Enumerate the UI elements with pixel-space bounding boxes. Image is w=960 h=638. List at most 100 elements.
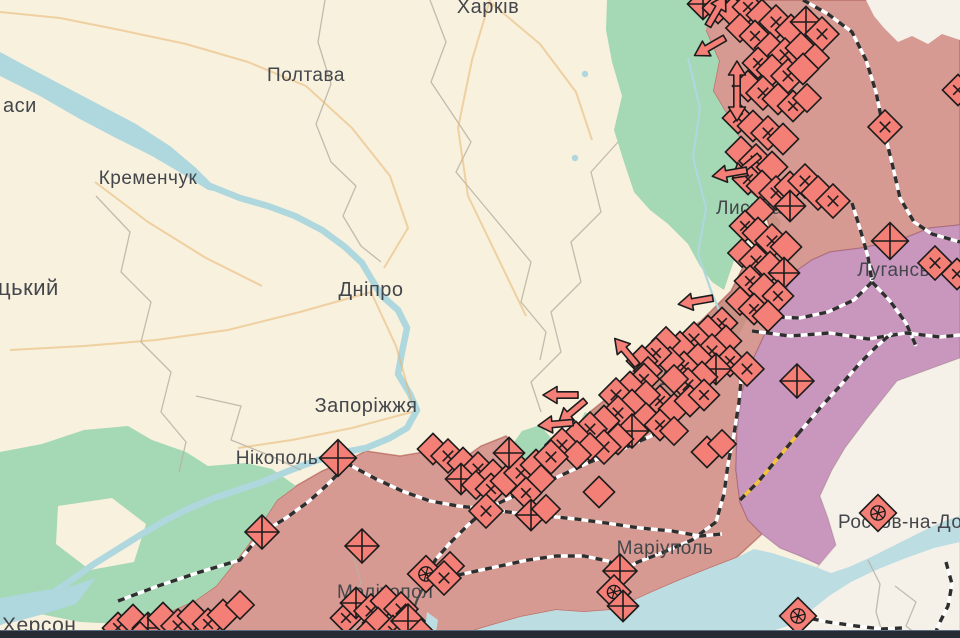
unit-marker[interactable] [530, 493, 562, 525]
unit-marker-shape [951, 268, 960, 280]
unit-marker[interactable] [751, 299, 785, 333]
unit-marker-shape [245, 531, 279, 533]
attack-arrow-shape [711, 164, 749, 184]
unit-marker-shape [766, 122, 800, 156]
bottom-bar [0, 630, 960, 638]
dnipro-river [0, 182, 421, 626]
city-label: Дніпро [338, 279, 403, 301]
unit-marker-shape [698, 389, 710, 401]
unit-marker-shape [658, 363, 690, 395]
city-label: цький [0, 275, 59, 300]
attack-arrow-icon [542, 385, 579, 405]
unit-marker[interactable] [728, 350, 766, 388]
road [0, 11, 307, 87]
unit-marker[interactable] [706, 428, 738, 460]
attack-arrow-shape [727, 85, 747, 122]
unit-marker-shape [796, 614, 800, 618]
unit-marker[interactable] [425, 559, 463, 597]
unit-marker[interactable] [773, 189, 807, 223]
attack-arrow-shape [542, 385, 579, 405]
unit-marker[interactable] [778, 362, 816, 400]
unit-marker-shape [770, 16, 782, 28]
unit-marker-shape [610, 389, 622, 401]
unit-marker-shape [706, 428, 738, 460]
unit-marker-shape [224, 589, 256, 621]
unit-marker[interactable] [509, 476, 543, 510]
unit-marker[interactable] [814, 182, 852, 220]
railway [796, 331, 894, 436]
unit-marker-shape [438, 572, 450, 584]
unit-marker-shape [395, 603, 407, 615]
unit-marker-shape [749, 30, 761, 42]
unit-marker[interactable] [778, 596, 818, 636]
attack-arrow-icon [727, 85, 747, 122]
attack-arrow-shape [613, 337, 641, 369]
railway [623, 520, 718, 572]
unit-marker-shape [751, 299, 785, 333]
unit-marker[interactable] [561, 439, 593, 471]
unit-marker[interactable] [767, 256, 801, 290]
unit-marker-shape [877, 512, 884, 519]
unit-marker[interactable] [658, 363, 690, 395]
unit-marker[interactable] [858, 493, 898, 533]
unit-marker[interactable] [606, 589, 640, 623]
unit-marker[interactable] [941, 73, 960, 107]
unit-marker-shape [952, 84, 960, 96]
unit-marker-shape [654, 395, 666, 407]
unit-marker[interactable] [318, 438, 358, 478]
unit-marker[interactable] [870, 221, 910, 261]
unit-marker-shape [202, 618, 214, 630]
unit-marker-shape [520, 487, 532, 499]
city-label: аси [3, 95, 37, 117]
unit-marker[interactable] [687, 378, 721, 412]
unit-marker-shape [442, 450, 454, 462]
unit-marker-shape [742, 1, 754, 13]
russia-southeast [719, 357, 960, 638]
attack-arrow-icon [557, 397, 589, 425]
attack-arrow-shape [704, 0, 727, 29]
unit-marker[interactable] [940, 257, 960, 291]
unit-marker-shape [545, 451, 557, 463]
attack-arrow-icon [693, 34, 728, 57]
unit-marker-shape [654, 419, 666, 431]
unit-marker-shape [658, 415, 690, 447]
lake [571, 154, 579, 162]
attack-arrow-shape [537, 415, 575, 434]
unit-marker[interactable] [658, 415, 690, 447]
russia-northeast [866, 0, 960, 44]
unit-marker-shape [365, 605, 377, 617]
unit-marker[interactable] [786, 52, 820, 86]
unit-marker[interactable] [791, 82, 823, 114]
road [9, 291, 372, 351]
unit-marker-shape [340, 612, 352, 624]
unit-marker[interactable] [803, 15, 841, 53]
city-label: Полтава [267, 65, 345, 86]
attack-arrow-icon [677, 292, 715, 312]
unit-marker-shape [748, 303, 760, 315]
unit-marker[interactable] [866, 108, 904, 146]
attack-arrow-icon [704, 0, 727, 29]
unit-marker[interactable] [467, 492, 505, 530]
unit-marker[interactable] [492, 436, 526, 470]
unit-marker[interactable] [243, 513, 281, 551]
admin-border [867, 559, 885, 638]
unit-marker-shape [879, 121, 891, 133]
attack-arrow-shape [693, 34, 728, 57]
unit-marker-shape [871, 240, 909, 242]
unit-marker-shape [786, 52, 820, 86]
unit-marker[interactable] [224, 589, 256, 621]
unit-marker[interactable] [769, 230, 803, 264]
unit-marker[interactable] [582, 475, 616, 509]
unit-marker-shape [762, 127, 774, 139]
attack-arrow-icon [711, 164, 749, 184]
admin-border [315, 0, 382, 263]
unit-marker[interactable] [766, 122, 800, 156]
unit-marker[interactable] [343, 527, 381, 565]
railway [714, 369, 744, 523]
unit-marker-shape [561, 439, 593, 471]
unit-marker-shape [791, 82, 823, 114]
attack-arrow-shape [677, 292, 715, 312]
unit-marker-shape [750, 255, 762, 267]
